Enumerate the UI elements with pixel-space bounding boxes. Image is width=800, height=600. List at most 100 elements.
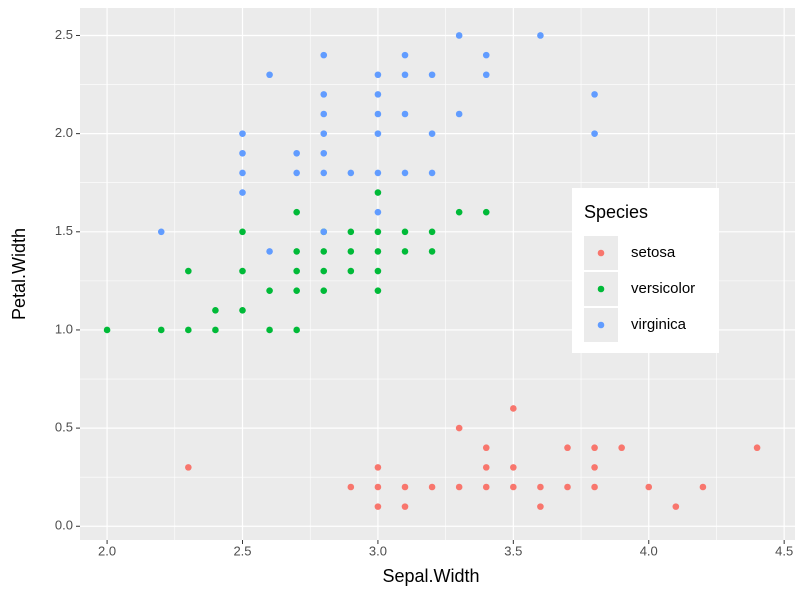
y-tick-label: 1.5 — [55, 223, 73, 238]
point — [320, 287, 328, 294]
point — [401, 483, 409, 491]
point — [320, 228, 328, 236]
point — [564, 483, 571, 491]
point — [185, 464, 192, 471]
x-tick-label: 3.0 — [369, 543, 387, 558]
point — [401, 71, 409, 79]
point — [320, 267, 328, 275]
point — [374, 228, 382, 236]
point — [320, 91, 328, 98]
x-tick-label: 3.5 — [504, 543, 522, 558]
legend-label: setosa — [631, 244, 676, 261]
point — [293, 149, 300, 157]
axes: 2.0 2.5 3.0 3.5 4.0 4.5 0.0 0.5 1.0 1.5 2.0 2.5 — [55, 27, 793, 559]
point — [428, 248, 436, 255]
y-tick-label: 0.5 — [55, 420, 73, 435]
point — [239, 130, 246, 137]
point — [293, 169, 300, 177]
point — [347, 248, 355, 255]
point — [591, 444, 598, 452]
point — [482, 444, 490, 452]
point — [266, 326, 273, 334]
point — [374, 110, 382, 118]
point — [320, 110, 328, 118]
point — [428, 228, 436, 236]
x-tick-label: 2.0 — [98, 543, 116, 558]
point — [455, 110, 463, 118]
point — [428, 71, 436, 79]
point — [239, 149, 246, 157]
point — [320, 130, 328, 137]
point — [618, 444, 625, 452]
point — [293, 248, 300, 255]
point — [591, 483, 598, 491]
point — [374, 267, 382, 275]
point — [537, 503, 544, 510]
point — [428, 130, 436, 137]
point — [455, 424, 463, 432]
point — [374, 91, 382, 98]
point — [347, 267, 355, 275]
point — [428, 169, 436, 177]
x-axis-title: Sepal.Width — [382, 566, 479, 586]
point — [510, 405, 517, 412]
legend-title: Species — [584, 202, 648, 222]
point — [103, 326, 111, 334]
point — [239, 228, 246, 236]
point — [157, 228, 165, 236]
point — [347, 169, 355, 177]
point — [320, 169, 328, 177]
point — [374, 503, 382, 510]
points — [103, 32, 761, 510]
legend-marker — [597, 249, 605, 257]
point — [672, 503, 680, 510]
point — [293, 267, 300, 275]
point — [564, 444, 571, 452]
point — [510, 464, 517, 471]
point — [374, 483, 382, 491]
point — [401, 110, 409, 118]
point — [401, 503, 409, 510]
point — [320, 149, 328, 157]
point — [482, 71, 490, 79]
point — [293, 326, 300, 334]
point — [537, 483, 544, 491]
point — [753, 444, 761, 452]
legend-marker — [597, 321, 605, 329]
point — [401, 228, 409, 236]
x-tick-label: 4.0 — [640, 543, 658, 558]
point — [482, 483, 490, 491]
point — [239, 189, 246, 196]
point — [401, 51, 409, 59]
legend-label: versicolor — [631, 280, 695, 297]
legend: Species setosa versicolor virginica — [572, 188, 719, 353]
point — [212, 326, 219, 334]
y-tick-label: 1.0 — [55, 321, 73, 336]
point — [482, 51, 490, 59]
point — [374, 169, 382, 177]
x-tick-label: 2.5 — [233, 543, 251, 558]
point — [455, 208, 463, 216]
point — [699, 483, 707, 491]
legend-label: virginica — [631, 316, 687, 333]
point — [645, 483, 653, 491]
point — [374, 189, 382, 196]
point — [266, 248, 273, 255]
point — [374, 464, 382, 471]
point — [293, 287, 300, 294]
point — [401, 248, 409, 255]
x-tick-label: 4.5 — [775, 543, 793, 558]
point — [374, 248, 382, 255]
point — [482, 208, 490, 216]
point — [591, 91, 598, 98]
point — [537, 32, 544, 39]
point — [266, 71, 273, 79]
point — [401, 169, 409, 177]
point — [374, 287, 382, 294]
y-tick-label: 2.5 — [55, 27, 73, 42]
point — [157, 326, 165, 334]
point — [347, 228, 355, 236]
point — [374, 130, 382, 137]
point — [266, 287, 273, 294]
